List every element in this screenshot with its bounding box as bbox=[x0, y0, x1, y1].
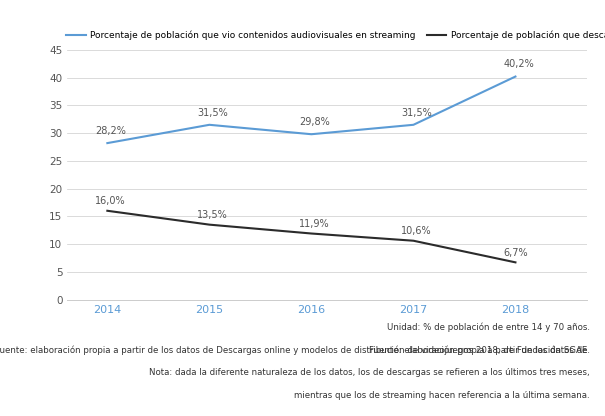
Text: Unidad: % de población de entre 14 y 70 años.: Unidad: % de población de entre 14 y 70 … bbox=[387, 322, 590, 332]
Text: 11,9%: 11,9% bbox=[299, 219, 330, 229]
Text: 40,2%: 40,2% bbox=[503, 59, 534, 69]
Text: Fuente: elaboración propia a partir de los datos de Descargas online y modelos d: Fuente: elaboración propia a partir de l… bbox=[0, 345, 590, 355]
Legend: Porcentaje de población que vio contenidos audiovisuales en streaming, Porcentaj: Porcentaje de población que vio contenid… bbox=[66, 31, 605, 40]
Text: 31,5%: 31,5% bbox=[197, 108, 228, 118]
Text: 6,7%: 6,7% bbox=[503, 248, 528, 258]
Text: mientras que los de streaming hacen referencia a la última semana.: mientras que los de streaming hacen refe… bbox=[294, 391, 590, 400]
Text: Fuente: elaboración propia a partir de los datos de: Fuente: elaboración propia a partir de l… bbox=[368, 345, 590, 355]
Text: 29,8%: 29,8% bbox=[299, 117, 330, 127]
Text: 28,2%: 28,2% bbox=[95, 126, 126, 136]
Text: 10,6%: 10,6% bbox=[401, 226, 432, 236]
Text: 13,5%: 13,5% bbox=[197, 210, 228, 220]
Text: 31,5%: 31,5% bbox=[401, 108, 432, 118]
Text: Nota: dada la diferente naturaleza de los datos, los de descargas se refieren a : Nota: dada la diferente naturaleza de lo… bbox=[149, 368, 590, 377]
Text: 16,0%: 16,0% bbox=[95, 196, 126, 206]
